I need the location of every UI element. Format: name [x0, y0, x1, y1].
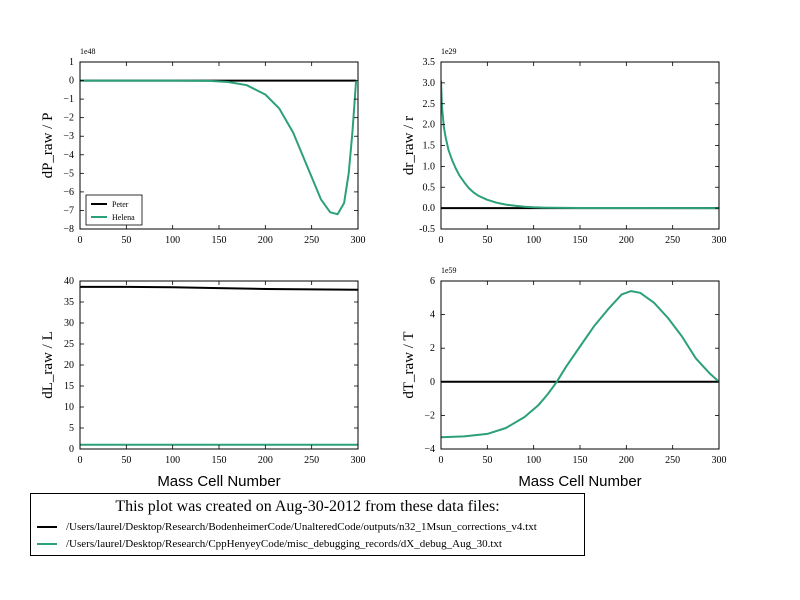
x-tick-label: 200: [258, 235, 273, 246]
series-line-peter: [80, 285, 358, 291]
y-tick-label: 2.5: [423, 99, 436, 110]
file-legend-row-helena: /Users/laurel/Desktop/Research/CppHenyey…: [37, 538, 502, 554]
helena-line-swatch: [37, 543, 57, 546]
x-tick-label: 100: [526, 235, 541, 246]
x-tick-label: 0: [78, 235, 83, 246]
y-tick-label: −6: [63, 187, 74, 198]
y-tick-label: −8: [63, 224, 74, 235]
y-tick-label: 0: [430, 377, 435, 388]
series-legend: Peter Helena: [85, 194, 143, 226]
x-tick-label: 250: [665, 455, 680, 466]
x-tick-label: 300: [351, 235, 366, 246]
series-line-helena: [80, 79, 358, 216]
y-tick-label: −2: [424, 410, 435, 421]
y-tick-label: 3.0: [423, 78, 436, 89]
x-tick-label: 50: [121, 235, 131, 246]
x-tick-label: 0: [439, 235, 444, 246]
x-tick-label: 50: [121, 455, 131, 466]
x-tick-label: 200: [258, 455, 273, 466]
y-tick-label: −7: [63, 205, 74, 216]
peter-line-swatch: [37, 526, 57, 529]
y-tick-label: −3: [63, 131, 74, 142]
x-tick-label: 0: [439, 455, 444, 466]
y-tick-label: 2.0: [423, 120, 436, 131]
y-tick-label: 1.5: [423, 141, 436, 152]
x-tick-label: 250: [665, 235, 680, 246]
y-tick-label: 35: [64, 297, 74, 308]
y-tick-label: 30: [64, 318, 74, 329]
x-axis-label: Mass Cell Number: [157, 473, 280, 490]
y-axis-multiplier: 1e29: [441, 47, 457, 56]
y-tick-label: 3.5: [423, 57, 436, 68]
x-tick-label: 100: [526, 455, 541, 466]
series-line-helena: [441, 80, 719, 210]
x-tick-label: 100: [165, 235, 180, 246]
x-tick-label: 250: [304, 455, 319, 466]
y-tick-label: 1: [69, 57, 74, 68]
y-tick-label: 1.0: [423, 161, 436, 172]
peter-file-path: /Users/laurel/Desktop/Research/Bodenheim…: [66, 521, 537, 533]
y-axis-multiplier: 1e59: [441, 266, 457, 275]
y-tick-label: 40: [64, 276, 74, 287]
subplot-2: 0 50 100 150 200 250 300 -0.5 0.0 0.5 1.0 1.5 2.0 2.5…: [401, 47, 727, 246]
x-tick-label: 150: [573, 455, 588, 466]
y-tick-label: 25: [64, 339, 74, 350]
x-tick-label: 150: [212, 455, 227, 466]
y-axis-label: dT_raw / T: [401, 331, 417, 398]
y-tick-label: −5: [63, 168, 74, 179]
x-tick-label: 300: [712, 455, 727, 466]
x-tick-label: 50: [482, 455, 492, 466]
y-tick-label: 0: [69, 444, 74, 455]
subplot-4: 0 50 100 150 200 250 300 −4 −2 0 2 4 6 1e59 dT_raw / T…: [401, 266, 727, 490]
y-tick-label: 0.5: [423, 182, 436, 193]
y-tick-label: −1: [63, 94, 74, 105]
y-tick-label: 20: [64, 360, 74, 371]
y-tick-label: −2: [63, 113, 74, 124]
y-tick-label: −4: [424, 444, 435, 455]
y-axis-label: dP_raw / P: [40, 113, 56, 179]
y-tick-label: 4: [430, 310, 435, 321]
x-tick-label: 200: [619, 235, 634, 246]
x-axis-label: Mass Cell Number: [518, 473, 641, 490]
y-tick-label: 10: [64, 402, 74, 413]
y-axis-multiplier: 1e48: [80, 47, 96, 56]
x-tick-label: 250: [304, 235, 319, 246]
x-tick-label: 150: [212, 235, 227, 246]
helena-file-path: /Users/laurel/Desktop/Research/CppHenyey…: [66, 538, 502, 550]
y-tick-label: 2: [430, 343, 435, 354]
y-tick-label: -0.5: [419, 224, 435, 235]
plot-frame: [440, 280, 720, 450]
x-tick-label: 200: [619, 455, 634, 466]
y-tick-label: 5: [69, 423, 74, 434]
y-axis-label: dL_raw / L: [40, 331, 56, 398]
y-tick-label: 0.0: [423, 203, 436, 214]
x-tick-label: 50: [482, 235, 492, 246]
x-tick-label: 300: [351, 455, 366, 466]
y-tick-label: −4: [63, 150, 74, 161]
y-tick-label: 6: [430, 276, 435, 287]
x-tick-label: 100: [165, 455, 180, 466]
y-axis-label: dr_raw / r: [401, 116, 417, 175]
subplot-1: 0 50 100 150 200 250 300 −8 −7 −6 −5 −4 −3 −2 −1 0 1 1e48…: [40, 47, 366, 246]
legend-label-helena: Helena: [112, 213, 135, 222]
subplot-3: 0 50 100 150 200 250 300 0 5 10 15 20 25 30 35 40 dL_raw…: [40, 276, 366, 490]
legend-frame: [85, 194, 143, 226]
x-tick-label: 0: [78, 455, 83, 466]
file-legend-row-peter: /Users/laurel/Desktop/Research/Bodenheim…: [37, 521, 537, 537]
plot-frame: [79, 280, 359, 450]
y-tick-label: 15: [64, 381, 74, 392]
x-tick-label: 300: [712, 235, 727, 246]
series-line-helena: [441, 290, 719, 439]
legend-label-peter: Peter: [112, 200, 129, 209]
y-tick-label: 0: [69, 76, 74, 87]
file-legend-box: This plot was created on Aug-30-2012 fro…: [30, 493, 585, 556]
file-legend-title: This plot was created on Aug-30-2012 fro…: [115, 498, 500, 515]
x-tick-label: 150: [573, 235, 588, 246]
plot-frame: [440, 61, 720, 230]
